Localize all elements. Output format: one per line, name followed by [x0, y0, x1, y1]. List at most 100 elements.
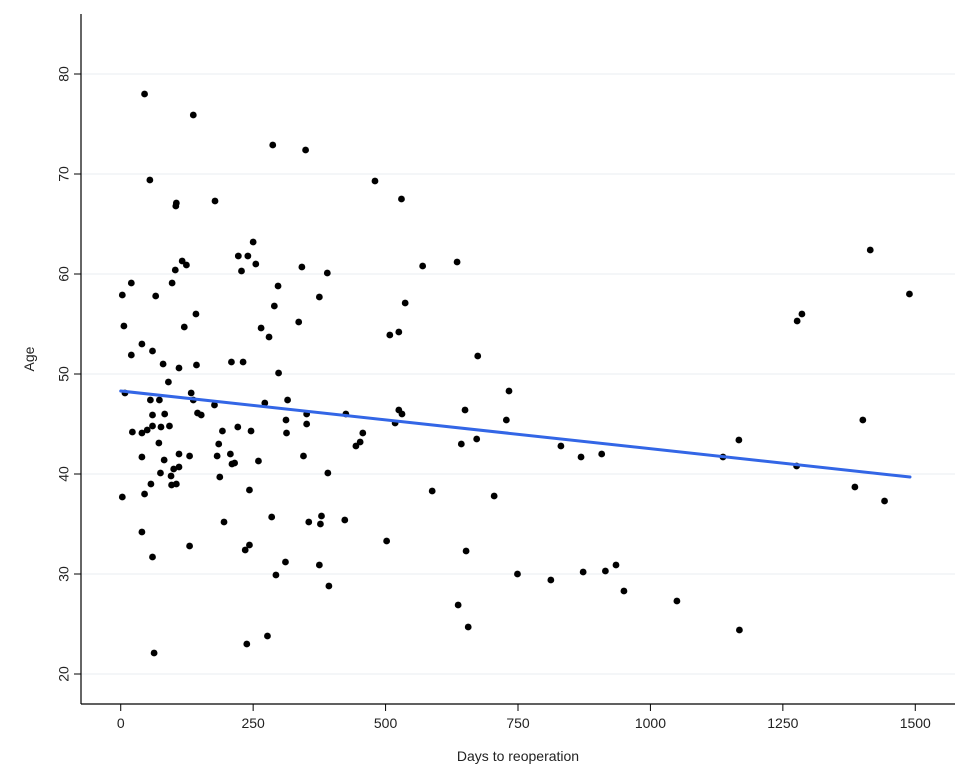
- data-point: [577, 453, 585, 461]
- data-point: [514, 570, 521, 578]
- data-point: [298, 263, 306, 271]
- data-point: [474, 352, 482, 360]
- data-point: [178, 257, 186, 265]
- data-point: [317, 520, 324, 528]
- data-point: [215, 440, 223, 448]
- data-point: [341, 516, 349, 524]
- data-point: [295, 318, 303, 326]
- data-point: [149, 347, 156, 355]
- data-point: [462, 547, 470, 555]
- data-point: [793, 317, 801, 325]
- data-point: [323, 269, 331, 277]
- data-point: [238, 267, 245, 275]
- data-point: [252, 260, 260, 268]
- data-point: [598, 450, 606, 458]
- data-point: [149, 422, 156, 430]
- data-point: [502, 416, 510, 424]
- data-point: [171, 266, 179, 274]
- data-point: [457, 440, 465, 448]
- data-point: [138, 340, 146, 348]
- data-point: [247, 427, 255, 435]
- data-point: [118, 493, 126, 501]
- data-point: [159, 360, 167, 368]
- data-point: [149, 411, 156, 419]
- data-point: [138, 429, 146, 437]
- x-axis-title: Days to reoperation: [457, 748, 579, 764]
- data-point: [211, 197, 219, 205]
- data-point: [239, 358, 247, 366]
- data-point: [284, 396, 291, 404]
- data-point: [275, 369, 282, 377]
- data-point: [213, 452, 221, 460]
- data-point: [359, 429, 367, 437]
- data-point: [211, 401, 218, 409]
- y-tick-label: 40: [56, 466, 72, 482]
- data-point: [270, 302, 278, 310]
- data-point: [146, 396, 154, 404]
- data-point: [157, 469, 164, 477]
- data-point: [168, 279, 176, 287]
- x-tick-label: 750: [506, 715, 530, 731]
- data-point: [193, 361, 200, 369]
- data-point: [851, 483, 859, 491]
- data-point: [161, 410, 169, 418]
- data-point: [165, 378, 172, 386]
- data-point: [453, 258, 461, 266]
- data-point: [143, 426, 151, 434]
- data-point: [234, 423, 242, 431]
- data-point: [315, 293, 323, 301]
- data-point: [735, 436, 743, 444]
- data-point: [325, 582, 333, 590]
- data-point: [866, 246, 874, 254]
- data-point: [300, 452, 307, 460]
- y-tick-label: 70: [56, 166, 72, 182]
- data-point: [155, 396, 163, 404]
- data-point: [249, 238, 257, 246]
- data-point: [268, 513, 276, 521]
- data-point: [219, 427, 226, 435]
- data-point: [395, 328, 403, 336]
- data-point: [428, 487, 436, 495]
- data-point: [128, 428, 136, 436]
- data-point: [318, 512, 325, 520]
- data-point: [155, 439, 163, 447]
- x-tick-label: 250: [241, 715, 265, 731]
- data-point: [798, 310, 806, 318]
- data-point: [216, 473, 224, 481]
- data-point: [146, 176, 154, 184]
- data-point: [265, 333, 273, 341]
- data-point: [220, 518, 228, 526]
- data-point: [172, 480, 180, 488]
- data-point: [274, 282, 282, 290]
- data-point: [272, 571, 280, 579]
- data-point: [419, 262, 427, 270]
- data-point: [175, 450, 183, 458]
- y-tick-label: 50: [56, 366, 72, 382]
- data-point: [175, 463, 183, 471]
- data-point: [612, 561, 620, 569]
- data-point: [186, 452, 193, 460]
- data-point: [602, 567, 609, 575]
- data-point: [246, 541, 253, 549]
- y-tick-label: 30: [56, 566, 72, 582]
- data-point: [473, 435, 481, 443]
- x-tick-label: 1000: [635, 715, 666, 731]
- data-point: [138, 528, 146, 536]
- data-points: [118, 90, 913, 657]
- data-point: [557, 442, 565, 450]
- axis-ticks: 20 30 40 50 60 70 80 0 250 500 750 1000 1250 1500: [56, 66, 931, 731]
- data-point: [371, 177, 379, 185]
- data-point: [243, 640, 251, 648]
- data-point: [152, 292, 160, 300]
- data-point: [383, 537, 391, 545]
- data-point: [401, 299, 409, 307]
- data-point: [166, 422, 173, 430]
- data-point: [160, 456, 168, 464]
- data-point: [138, 453, 146, 461]
- data-point: [386, 331, 394, 339]
- data-point: [579, 568, 587, 576]
- data-point: [282, 416, 290, 424]
- data-point: [244, 252, 252, 260]
- data-point: [167, 472, 175, 480]
- data-point: [324, 469, 332, 477]
